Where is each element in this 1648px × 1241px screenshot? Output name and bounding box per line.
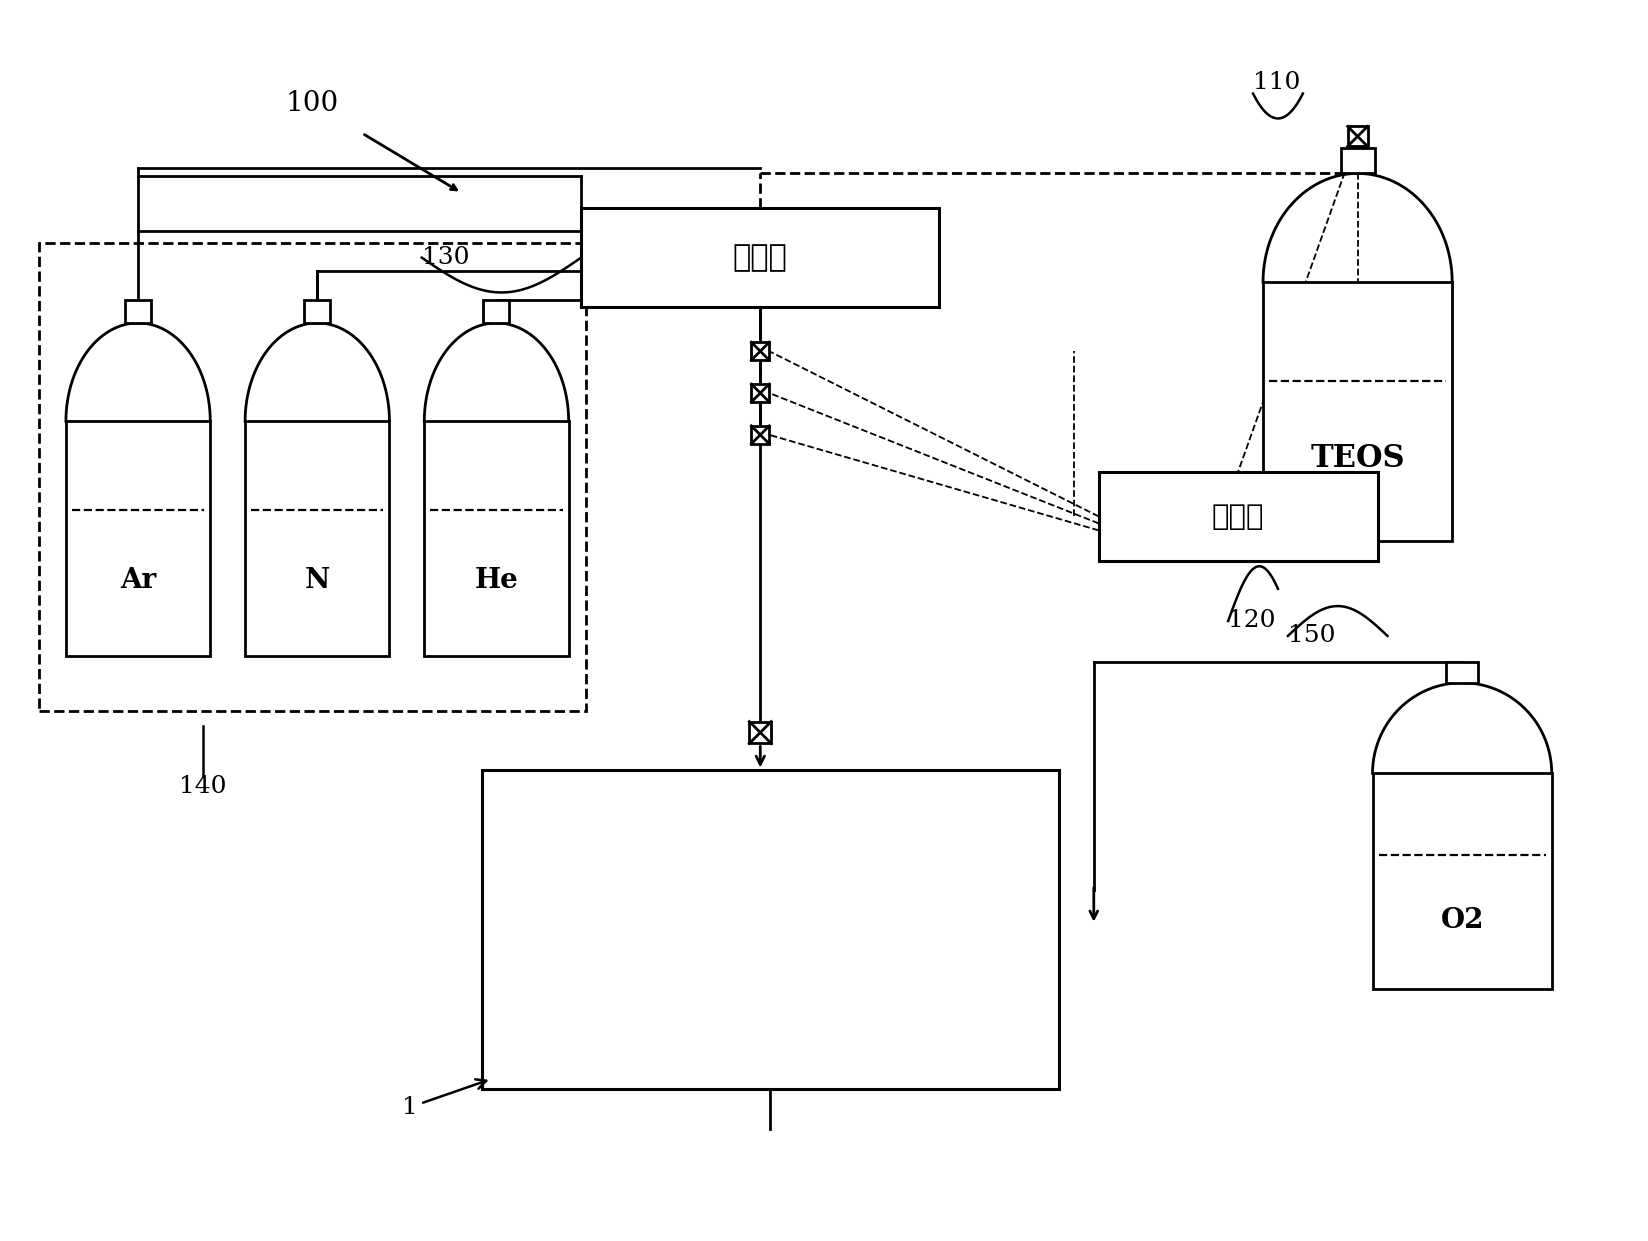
Bar (424, 421, 569, 655)
Bar (38, 243, 587, 711)
Bar (1445, 661, 1478, 683)
Text: 控制器: 控制器 (1211, 501, 1264, 531)
Bar (481, 771, 1060, 1088)
Text: 蔭发器: 蔭发器 (733, 242, 788, 273)
Text: TEOS: TEOS (1310, 443, 1404, 474)
Bar (751, 383, 770, 402)
Bar (1340, 149, 1374, 174)
Bar (582, 207, 939, 308)
Bar (1099, 472, 1378, 561)
Text: 130: 130 (422, 246, 470, 269)
Bar (751, 343, 770, 360)
Bar (1348, 127, 1368, 146)
Bar (750, 721, 771, 743)
Text: He: He (475, 567, 519, 594)
Bar (305, 300, 330, 323)
Bar (483, 300, 509, 323)
Bar (246, 421, 389, 655)
Text: O2: O2 (1440, 907, 1483, 933)
Text: 100: 100 (285, 89, 339, 117)
Bar (751, 426, 770, 444)
Text: Ar: Ar (120, 567, 157, 594)
Text: 150: 150 (1289, 624, 1335, 648)
Bar (1262, 282, 1452, 541)
Text: 120: 120 (1228, 609, 1276, 633)
Bar (125, 300, 152, 323)
Bar (66, 421, 211, 655)
Text: 110: 110 (1252, 71, 1300, 93)
Bar (1373, 773, 1552, 989)
Text: 1: 1 (402, 1080, 486, 1119)
Text: N: N (305, 567, 330, 594)
Text: 140: 140 (180, 776, 226, 798)
